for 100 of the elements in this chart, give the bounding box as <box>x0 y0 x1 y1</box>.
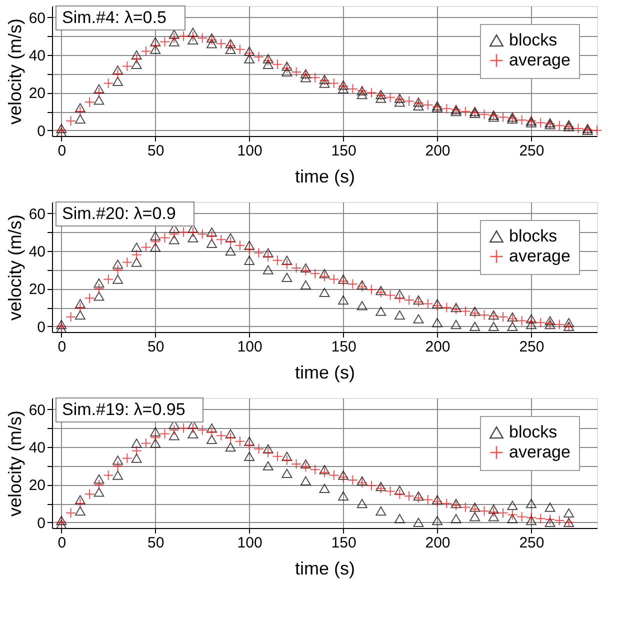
point <box>535 118 546 128</box>
y-axis-title: velocity (m/s) <box>4 214 25 321</box>
y-tick-label: 40 <box>28 439 46 456</box>
point <box>338 470 349 480</box>
point <box>216 234 226 245</box>
point <box>282 454 292 466</box>
point <box>188 226 198 238</box>
point <box>432 496 442 507</box>
x-tick-label: 50 <box>148 142 164 160</box>
x-tick-label: 0 <box>58 534 66 552</box>
point <box>272 59 283 70</box>
point <box>150 427 161 437</box>
point <box>413 295 424 305</box>
point <box>376 483 386 494</box>
point <box>300 476 311 486</box>
point <box>131 454 142 463</box>
point <box>168 228 180 240</box>
point <box>225 39 236 48</box>
point <box>253 52 264 62</box>
point <box>262 251 274 262</box>
point <box>413 296 424 308</box>
point <box>206 228 217 237</box>
point <box>300 263 311 273</box>
point <box>460 306 471 317</box>
x-tick-label: 150 <box>331 142 356 160</box>
point <box>84 96 95 108</box>
point <box>103 470 114 480</box>
point <box>338 276 349 286</box>
point <box>206 238 217 248</box>
point <box>225 236 236 247</box>
point <box>150 432 161 443</box>
x-tick-label: 50 <box>148 534 164 552</box>
point <box>376 287 386 298</box>
point <box>262 447 274 458</box>
point <box>422 494 434 505</box>
point <box>66 312 76 322</box>
point <box>507 500 518 510</box>
point <box>74 495 86 504</box>
point <box>74 506 86 516</box>
y-tick-label: 20 <box>28 477 46 494</box>
point <box>244 46 255 56</box>
point <box>328 78 340 88</box>
point <box>206 426 217 438</box>
point <box>488 112 499 122</box>
point <box>544 518 556 527</box>
point <box>244 48 255 58</box>
point <box>94 474 104 484</box>
point <box>74 103 86 112</box>
y-tick-label: 20 <box>28 85 46 102</box>
point <box>206 33 217 43</box>
point <box>178 226 189 238</box>
point <box>94 283 104 294</box>
point <box>356 476 368 486</box>
point <box>168 424 180 436</box>
point <box>262 444 274 454</box>
point <box>516 511 528 522</box>
point <box>338 472 349 482</box>
point <box>122 61 132 72</box>
point <box>310 464 320 475</box>
point <box>178 30 189 42</box>
point <box>385 290 396 301</box>
point <box>319 271 330 282</box>
point <box>66 508 76 518</box>
point <box>262 265 274 274</box>
point <box>112 456 124 465</box>
y-axis-title: velocity (m/s) <box>4 410 25 517</box>
point <box>404 490 414 502</box>
point <box>131 258 142 267</box>
point <box>197 32 208 44</box>
point <box>112 460 124 472</box>
point <box>282 62 292 74</box>
point <box>112 76 124 86</box>
point <box>535 513 546 524</box>
point <box>131 438 142 448</box>
point <box>262 55 274 66</box>
point <box>168 37 180 46</box>
point <box>140 46 152 56</box>
point <box>216 430 226 441</box>
point <box>516 315 528 326</box>
x-tick-label: 200 <box>425 534 450 552</box>
point <box>244 54 255 64</box>
point <box>206 230 217 242</box>
point <box>338 491 349 501</box>
point <box>554 319 565 330</box>
point <box>150 242 161 252</box>
point <box>328 470 340 480</box>
point <box>450 320 462 330</box>
point <box>432 516 442 526</box>
point <box>394 97 405 107</box>
point <box>432 300 442 311</box>
point <box>488 512 499 522</box>
x-tick-label: 50 <box>148 338 164 356</box>
x-tick-label: 250 <box>519 534 544 552</box>
point <box>131 242 142 252</box>
point <box>244 440 255 450</box>
point <box>282 452 292 462</box>
point <box>282 67 292 77</box>
point <box>394 310 405 320</box>
point <box>94 87 104 98</box>
point <box>234 44 246 55</box>
